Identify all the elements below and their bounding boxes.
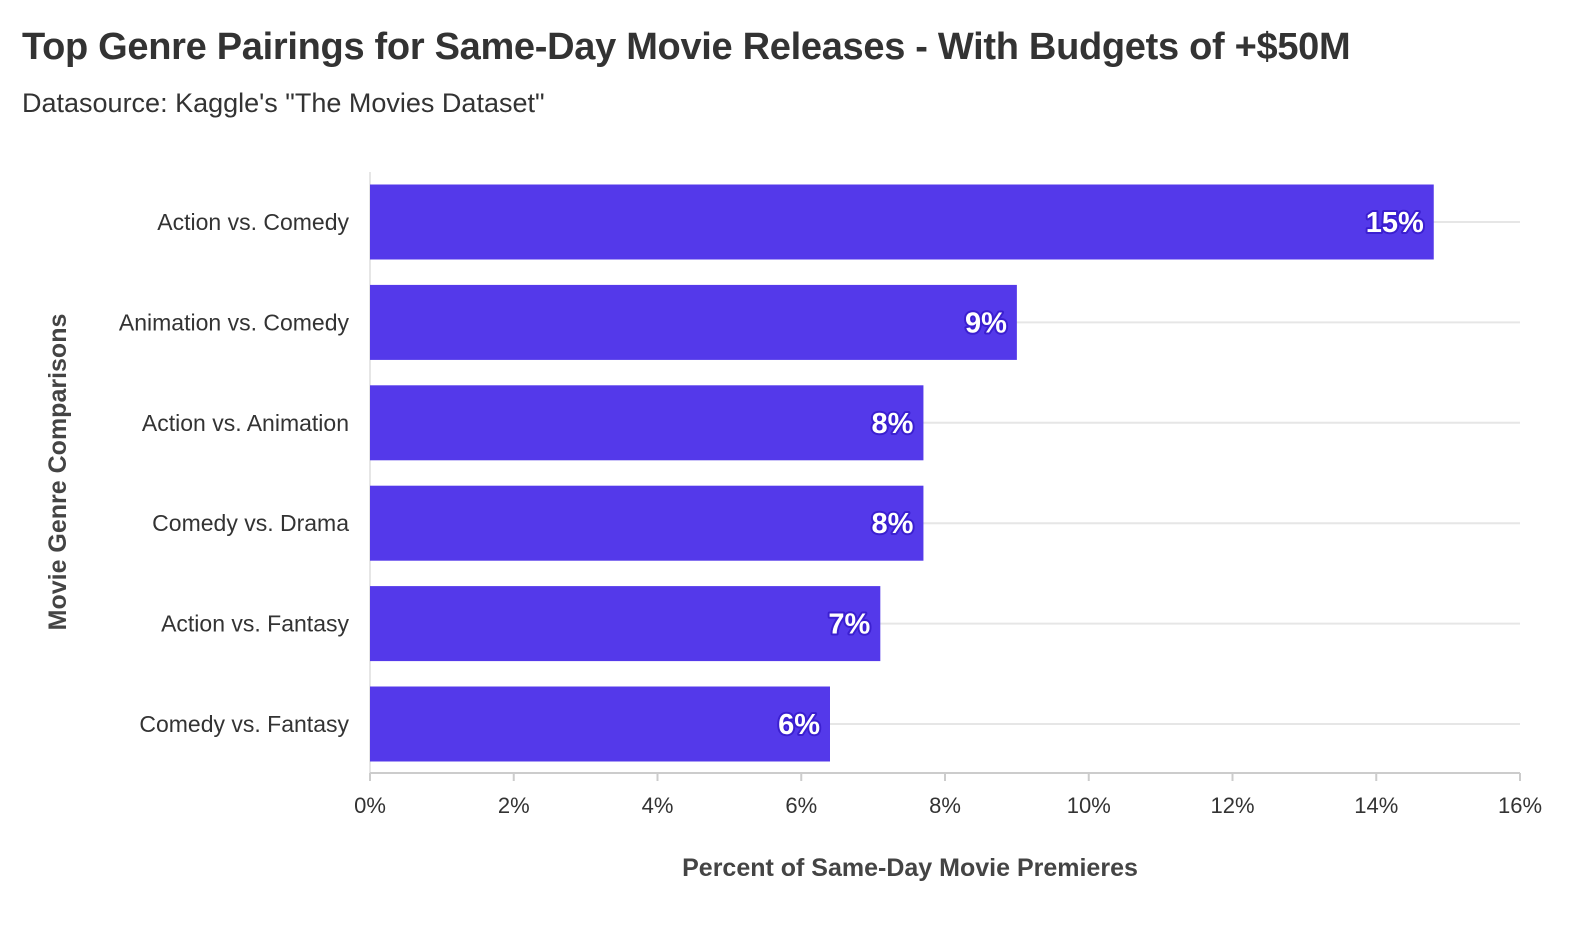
data-label: 15% [1366, 207, 1424, 239]
x-tick-label: 0% [354, 793, 386, 818]
chart-subtitle: Datasource: Kaggle's "The Movies Dataset… [22, 88, 545, 118]
x-axis-ticks: 0% 2% 4% 6% 8% 10% 12% 14% 16% [354, 773, 1542, 818]
data-label: 8% [872, 508, 914, 540]
bar [370, 184, 1434, 260]
gridlines [369, 172, 1520, 773]
category-label: Action vs. Fantasy [161, 611, 349, 637]
data-label: 6% [778, 709, 820, 741]
category-label: Action vs. Animation [142, 410, 349, 436]
data-label: 8% [872, 408, 914, 440]
bars [370, 184, 1434, 762]
bar [370, 686, 830, 762]
category-label: Animation vs. Comedy [119, 309, 350, 335]
bar [370, 485, 924, 561]
bar [370, 385, 924, 461]
data-label: 9% [965, 307, 1007, 339]
bar [370, 586, 881, 662]
x-tick-label: 14% [1354, 793, 1398, 818]
category-label: Action vs. Comedy [157, 209, 349, 235]
x-tick-label: 12% [1210, 793, 1254, 818]
x-tick-label: 4% [642, 793, 674, 818]
data-labels: 15% 9% 8% 8% 7% 6% [776, 205, 1426, 743]
category-label: Comedy vs. Fantasy [139, 711, 349, 737]
bar [370, 284, 1017, 360]
x-tick-label: 2% [498, 793, 530, 818]
data-label: 7% [828, 609, 870, 641]
category-labels: Action vs. Comedy Animation vs. Comedy Act… [119, 209, 350, 737]
x-tick-label: 6% [785, 793, 817, 818]
x-tick-label: 8% [929, 793, 961, 818]
category-label: Comedy vs. Drama [152, 510, 349, 536]
x-tick-label: 16% [1498, 793, 1542, 818]
chart-title: Top Genre Pairings for Same-Day Movie Re… [22, 26, 1351, 68]
y-axis-title: Movie Genre Comparisons [44, 314, 72, 631]
x-tick-label: 10% [1067, 793, 1111, 818]
x-axis-title: Percent of Same-Day Movie Premieres [682, 854, 1138, 882]
